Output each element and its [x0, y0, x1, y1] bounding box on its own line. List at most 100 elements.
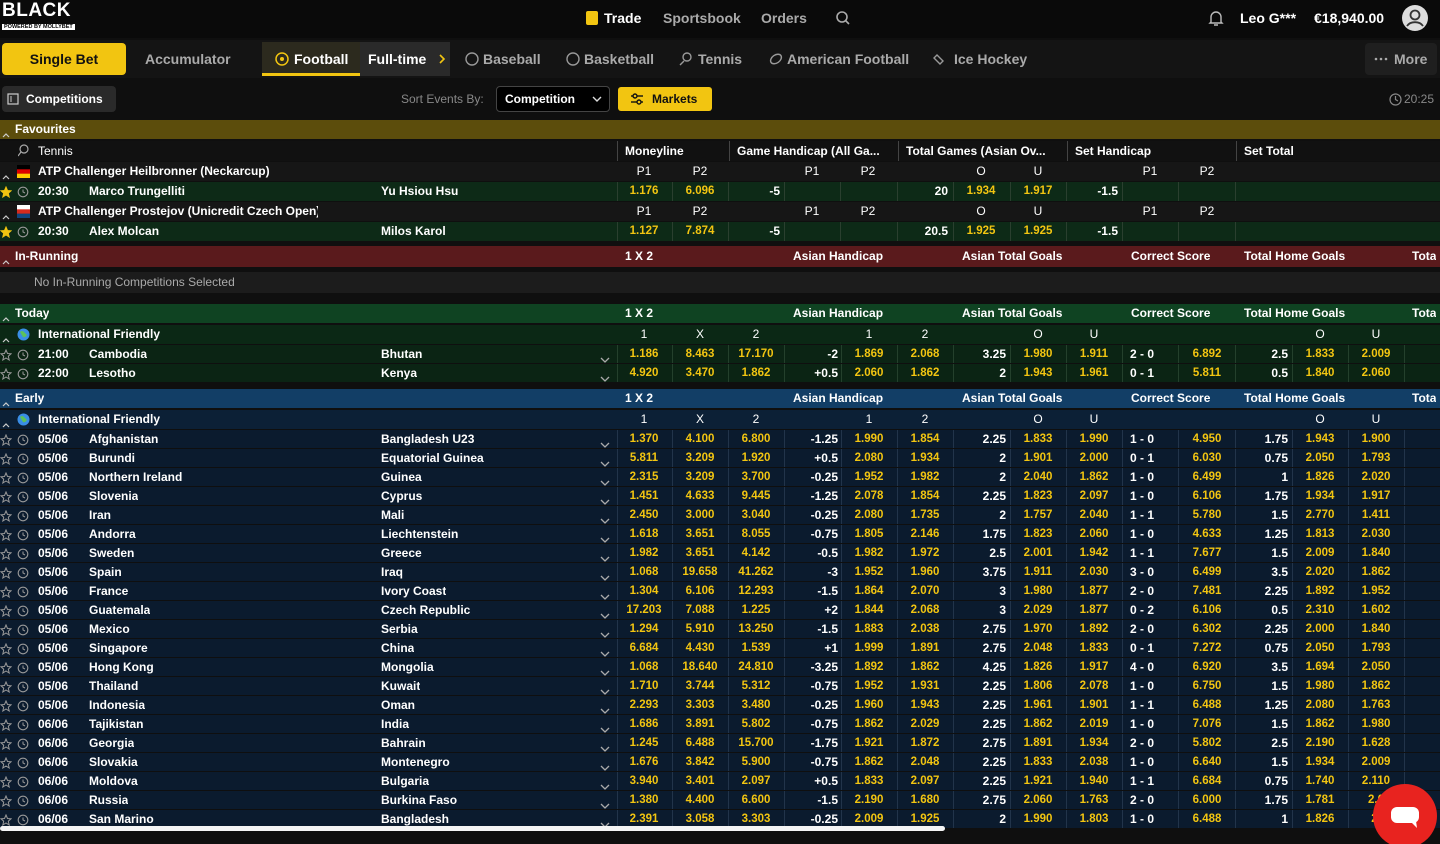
odds[interactable]: 2.020: [1361, 471, 1391, 483]
odds[interactable]: 1.225: [741, 604, 771, 616]
search-icon[interactable]: [835, 10, 851, 26]
odds[interactable]: 5.312: [741, 680, 771, 692]
odds[interactable]: 6.499: [1192, 566, 1222, 578]
odds[interactable]: 1.840: [1361, 623, 1391, 635]
favourite-star[interactable]: [0, 585, 13, 603]
odds[interactable]: 1.960: [854, 699, 884, 711]
favourite-star[interactable]: [0, 737, 13, 755]
odds[interactable]: 1.245: [629, 737, 659, 749]
odds[interactable]: 1.823: [1023, 528, 1053, 540]
odds[interactable]: 2.097: [1079, 490, 1109, 502]
odds[interactable]: 1.680: [910, 794, 940, 806]
odds[interactable]: 2.029: [1023, 604, 1053, 616]
odds[interactable]: 1.934: [910, 452, 940, 464]
odds[interactable]: 2.450: [629, 509, 659, 521]
stats-icon[interactable]: [17, 547, 29, 565]
chevron-right[interactable]: [437, 53, 447, 65]
expand-chevron[interactable]: [600, 493, 610, 511]
odds[interactable]: 3.700: [741, 471, 771, 483]
odds[interactable]: 1.869: [854, 348, 884, 360]
odds[interactable]: 1.972: [910, 547, 940, 559]
collapse-caret[interactable]: [2, 208, 10, 226]
scrollbar[interactable]: [0, 826, 945, 831]
globe-icon[interactable]: [17, 328, 30, 346]
expand-chevron[interactable]: [600, 550, 610, 568]
odds[interactable]: 6.106: [1192, 604, 1222, 616]
odds[interactable]: 5.802: [741, 718, 771, 730]
odds[interactable]: 1.990: [1079, 433, 1109, 445]
expand-chevron[interactable]: [600, 474, 610, 492]
odds[interactable]: 3.480: [741, 699, 771, 711]
odds[interactable]: 6.488: [1192, 699, 1222, 711]
odds[interactable]: 1.294: [629, 623, 659, 635]
odds[interactable]: 2.050: [1361, 661, 1391, 673]
odds[interactable]: 1.877: [1079, 604, 1109, 616]
odds[interactable]: 1.694: [1305, 661, 1335, 673]
odds[interactable]: 1.862: [1079, 471, 1109, 483]
odds[interactable]: 1.854: [910, 490, 940, 502]
odds[interactable]: 6.488: [685, 737, 715, 749]
stats-icon[interactable]: [17, 367, 29, 385]
favourite-star[interactable]: [0, 642, 13, 660]
expand-chevron[interactable]: [600, 702, 610, 720]
odds[interactable]: 7.677: [1192, 547, 1222, 559]
odds[interactable]: 2.315: [629, 471, 659, 483]
stats-icon[interactable]: [17, 718, 29, 736]
odds[interactable]: 1.793: [1361, 452, 1391, 464]
odds[interactable]: 1.862: [1023, 718, 1053, 730]
favourite-star[interactable]: [0, 680, 13, 698]
favourite-star[interactable]: [0, 452, 13, 470]
odds[interactable]: 6.499: [1192, 471, 1222, 483]
odds[interactable]: 1.740: [1305, 775, 1335, 787]
odds[interactable]: 5.811: [1192, 367, 1222, 379]
football-tab-bg[interactable]: [262, 42, 360, 76]
odds[interactable]: 7.481: [1192, 585, 1222, 597]
odds[interactable]: 1.676: [629, 756, 659, 768]
odds[interactable]: 4.950: [1192, 433, 1222, 445]
odds[interactable]: 1.911: [1023, 566, 1053, 578]
odds[interactable]: 2.050: [1305, 642, 1335, 654]
nav-link[interactable]: Orders: [761, 10, 807, 26]
favourite-star[interactable]: [0, 367, 13, 385]
odds[interactable]: 2.009: [854, 813, 884, 825]
odds[interactable]: 1.686: [629, 718, 659, 730]
stats-icon[interactable]: [17, 490, 29, 508]
collapse-caret[interactable]: [2, 395, 10, 413]
odds[interactable]: 1.961: [1079, 367, 1109, 379]
expand-chevron[interactable]: [600, 778, 610, 796]
stats-icon[interactable]: [17, 699, 29, 717]
odds[interactable]: 1.892: [1305, 585, 1335, 597]
globe-icon[interactable]: [17, 413, 30, 431]
odds[interactable]: 2.770: [1305, 509, 1335, 521]
odds[interactable]: 1.803: [1079, 813, 1109, 825]
odds[interactable]: 1.176: [629, 185, 659, 197]
expand-chevron[interactable]: [600, 531, 610, 549]
expand-chevron[interactable]: [600, 607, 610, 625]
odds[interactable]: 1.628: [1361, 737, 1391, 749]
odds[interactable]: 2.068: [910, 604, 940, 616]
odds[interactable]: 7.874: [685, 225, 715, 237]
odds[interactable]: 1.862: [854, 756, 884, 768]
odds[interactable]: 1.982: [854, 547, 884, 559]
stats-icon[interactable]: [17, 452, 29, 470]
favourite-star[interactable]: [0, 604, 13, 622]
odds[interactable]: 1.883: [854, 623, 884, 635]
stats-icon[interactable]: [17, 585, 29, 603]
expand-chevron[interactable]: [600, 512, 610, 530]
odds[interactable]: 1.920: [741, 452, 771, 464]
odds[interactable]: 4.430: [685, 642, 715, 654]
collapse-caret[interactable]: [2, 310, 10, 328]
odds[interactable]: 13.250: [738, 623, 774, 635]
favourite-star[interactable]: [0, 699, 13, 717]
favourite-star[interactable]: [0, 718, 13, 736]
odds[interactable]: 4.400: [685, 794, 715, 806]
collapse-caret[interactable]: [2, 253, 10, 271]
odds[interactable]: 3.401: [685, 775, 715, 787]
odds[interactable]: 6.800: [741, 433, 771, 445]
odds[interactable]: 1.370: [629, 433, 659, 445]
odds[interactable]: 1.833: [1023, 756, 1053, 768]
odds[interactable]: 1.862: [910, 367, 940, 379]
odds[interactable]: 1.806: [1023, 680, 1053, 692]
stats-icon[interactable]: [17, 794, 29, 812]
odds[interactable]: 1.833: [854, 775, 884, 787]
